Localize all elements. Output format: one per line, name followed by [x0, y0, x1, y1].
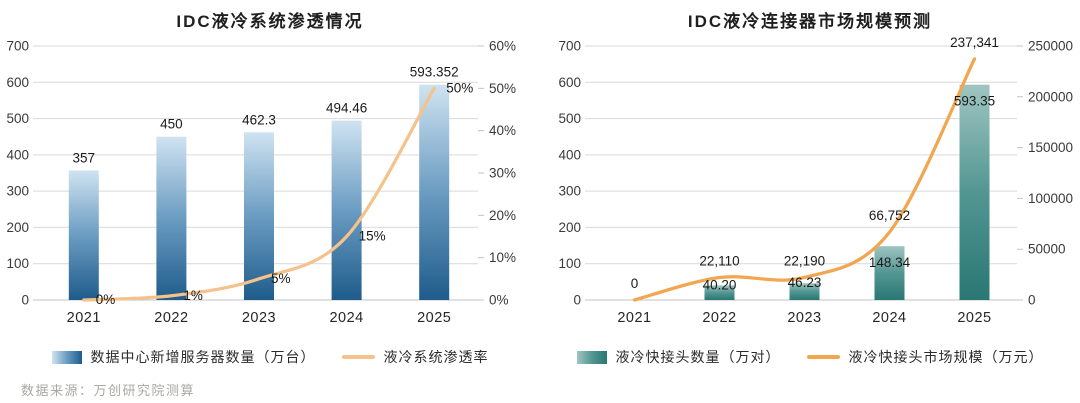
- y-axis-label: 0: [21, 293, 29, 308]
- y-axis-label: 0: [573, 293, 581, 308]
- trend-line: [632, 57, 977, 302]
- chart-legend: 液冷快接头数量（万对） 液冷快接头市场规模（万元）: [540, 347, 1080, 367]
- bar-value-label: 450: [160, 117, 183, 132]
- x-axis-label: 2025: [417, 310, 451, 326]
- bar-series-swatch: [576, 350, 607, 364]
- x-axis-label: 2023: [242, 310, 276, 326]
- legend-item-line: 液冷系统渗透率: [341, 347, 489, 367]
- bar-value-label: 357: [73, 150, 96, 165]
- bar-value-label: 462.3: [242, 112, 276, 127]
- line-value-label: 50%: [446, 80, 473, 95]
- bar-value-label: 494.46: [326, 101, 367, 116]
- secondary-y-axis-label: 50%: [489, 81, 516, 96]
- bar: [959, 84, 990, 300]
- bar-value-label: 148.34: [869, 255, 911, 270]
- line-series-label: 液冷快接头市场规模（万元）: [848, 349, 1044, 365]
- combo-chart: 700 600 500 400 300 200 100 0 250000 200000 150000…: [558, 35, 1073, 326]
- line-value-label: 22,190: [784, 253, 825, 268]
- source-note: 数据来源：万创研究院测算: [21, 383, 196, 398]
- bar-series-label: 数据中心新增服务器数量（万台）: [90, 349, 316, 365]
- y-axis-label: 400: [558, 147, 581, 162]
- secondary-y-axis-label: 0: [1028, 293, 1036, 308]
- chart-title: IDC液冷系统渗透情况: [176, 12, 364, 31]
- y-axis-label: 600: [6, 75, 29, 90]
- combo-chart: 700 600 500 400 300 200 100 0 60% 50% 40% 30% 20% 10%…: [6, 39, 516, 327]
- y-axis-label: 300: [558, 184, 581, 199]
- secondary-y-axis-label: 10%: [489, 250, 516, 265]
- line-value-label: 15%: [359, 229, 386, 244]
- line-series-swatch: [341, 355, 375, 359]
- y-axis-label: 300: [6, 184, 29, 199]
- secondary-y-axis-label: 0%: [489, 293, 509, 308]
- legend-item-bars: 液冷快接头数量（万对）: [576, 347, 781, 367]
- bar: [419, 84, 450, 300]
- secondary-y-axis-label: 250000: [1028, 39, 1073, 54]
- y-axis-label: 600: [558, 75, 581, 90]
- bar-value-label: 593.352: [410, 65, 459, 80]
- x-axis-label: 2024: [329, 310, 363, 326]
- y-axis-label: 200: [6, 220, 29, 235]
- chart-title: IDC液冷连接器市场规模预测: [687, 12, 933, 31]
- bar-value-label: 593.35: [954, 94, 995, 109]
- secondary-y-axis-label: 100000: [1028, 191, 1073, 206]
- y-axis-label: 100: [558, 256, 581, 271]
- y-axis-label: 200: [558, 220, 581, 235]
- left-chart-panel: IDC液冷系统渗透情况 700 600 500 400 300 200 100 0 60% 50%…: [0, 0, 540, 378]
- secondary-y-axis-label: 20%: [489, 208, 516, 223]
- secondary-y-axis-label: 40%: [489, 123, 516, 138]
- y-axis-label: 500: [558, 111, 581, 126]
- line-value-label: 237,341: [950, 35, 999, 50]
- line-value-label: 66,752: [869, 208, 910, 223]
- line-series-label: 液冷系统渗透率: [383, 349, 489, 365]
- bar-series: [68, 84, 450, 300]
- secondary-y-axis-label: 200000: [1028, 89, 1073, 104]
- y-axis-label: 100: [6, 256, 29, 271]
- secondary-y-axis-label: 60%: [489, 39, 516, 54]
- x-axis-label: 2022: [702, 310, 736, 326]
- trend-line: [82, 86, 436, 302]
- bar: [704, 285, 735, 300]
- secondary-y-axis-label: 30%: [489, 166, 516, 181]
- legend-item-bars: 数据中心新增服务器数量（万台）: [51, 347, 316, 367]
- right-chart-panel: IDC液冷连接器市场规模预测 700 600 500 400 300 200 100 0 250…: [540, 0, 1080, 378]
- line-value-label: 0%: [96, 292, 116, 307]
- x-axis-label: 2023: [787, 310, 821, 326]
- line-value-label: 0: [631, 276, 639, 291]
- line-value-label: 5%: [271, 271, 291, 286]
- bar-value-label: 46.23: [788, 275, 822, 290]
- x-axis-label: 2025: [957, 310, 991, 326]
- x-axis-label: 2021: [617, 310, 651, 326]
- line-series-swatch: [806, 355, 840, 359]
- chart-legend: 数据中心新增服务器数量（万台） 液冷系统渗透率: [0, 347, 540, 367]
- y-axis-label: 500: [6, 111, 29, 126]
- secondary-y-axis-label: 150000: [1028, 140, 1073, 155]
- bar: [68, 170, 99, 300]
- y-axis-label: 700: [6, 39, 29, 54]
- x-axis-label: 2022: [154, 310, 188, 326]
- line-value-label: 22,110: [699, 254, 739, 269]
- gridlines: [585, 45, 1017, 301]
- bar-series: [704, 84, 990, 300]
- bar: [244, 132, 274, 300]
- bar-series-label: 液冷快接头数量（万对）: [615, 349, 781, 365]
- bar: [874, 246, 905, 300]
- bar: [156, 136, 187, 300]
- secondary-y-axis-label: 50000: [1028, 242, 1066, 257]
- bar: [789, 283, 820, 300]
- bar: [331, 120, 362, 300]
- y-axis-label: 400: [6, 147, 29, 162]
- legend-item-line: 液冷快接头市场规模（万元）: [806, 347, 1044, 367]
- x-axis-label: 2021: [67, 310, 101, 326]
- bar-series-swatch: [51, 350, 82, 364]
- bar-value-label: 40.20: [703, 277, 737, 292]
- x-axis-label: 2024: [872, 310, 906, 326]
- y-axis-label: 700: [558, 39, 581, 54]
- line-value-label: 1%: [183, 288, 203, 303]
